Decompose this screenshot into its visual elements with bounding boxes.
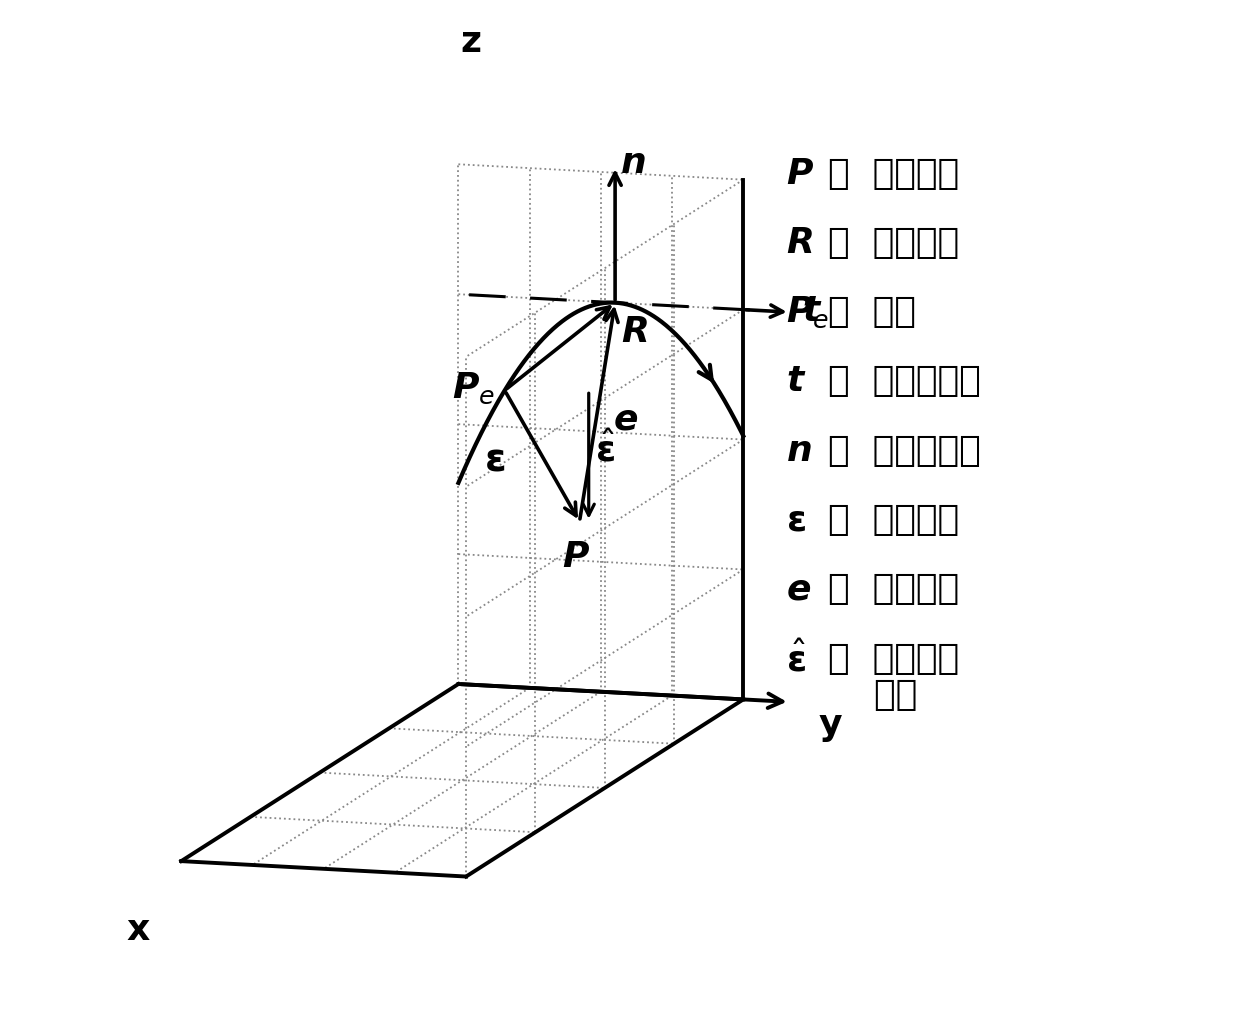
Text: ：  轮廓误差: ： 轮廓误差 <box>828 503 959 537</box>
Text: $\hat{\boldsymbol{\varepsilon}}$: $\hat{\boldsymbol{\varepsilon}}$ <box>595 432 615 468</box>
Text: $\boldsymbol{t}$: $\boldsymbol{t}$ <box>786 365 806 398</box>
Text: $\boldsymbol{n}$: $\boldsymbol{n}$ <box>620 146 645 180</box>
Text: $\boldsymbol{\varepsilon}$: $\boldsymbol{\varepsilon}$ <box>484 441 505 479</box>
Text: $\boldsymbol{P}_e$: $\boldsymbol{P}_e$ <box>786 296 828 330</box>
Text: x: x <box>126 912 149 947</box>
Text: $\boldsymbol{P}$: $\boldsymbol{P}$ <box>786 156 813 191</box>
Text: ：  单位法向量: ： 单位法向量 <box>828 434 981 467</box>
Text: $\boldsymbol{R}$: $\boldsymbol{R}$ <box>621 315 649 350</box>
Text: ：  期望位置: ： 期望位置 <box>828 226 959 260</box>
Text: ：  单位切向量: ： 单位切向量 <box>828 365 981 398</box>
Text: ：  实际位置: ： 实际位置 <box>828 156 959 191</box>
Text: ：  垂点: ： 垂点 <box>828 296 916 329</box>
Text: $\boldsymbol{e}$: $\boldsymbol{e}$ <box>613 403 637 437</box>
Text: y: y <box>818 707 842 742</box>
Text: $\boldsymbol{n}$: $\boldsymbol{n}$ <box>786 434 811 467</box>
Text: $\boldsymbol{R}$: $\boldsymbol{R}$ <box>786 226 812 260</box>
Text: z: z <box>461 25 481 59</box>
Text: $\boldsymbol{t}$: $\boldsymbol{t}$ <box>802 295 822 328</box>
Text: ：  跟踪误差: ： 跟踪误差 <box>828 572 959 607</box>
Text: $\boldsymbol{e}$: $\boldsymbol{e}$ <box>786 572 811 607</box>
Text: $\boldsymbol{P}$: $\boldsymbol{P}$ <box>562 541 590 574</box>
Text: $\boldsymbol{P}_e$: $\boldsymbol{P}_e$ <box>453 371 496 406</box>
Text: $\hat{\boldsymbol{\varepsilon}}$: $\hat{\boldsymbol{\varepsilon}}$ <box>786 642 806 679</box>
Text: ：  估计轮廓: ： 估计轮廓 <box>828 642 959 676</box>
Text: 误差: 误差 <box>828 678 918 711</box>
Text: $\boldsymbol{\varepsilon}$: $\boldsymbol{\varepsilon}$ <box>786 503 806 537</box>
